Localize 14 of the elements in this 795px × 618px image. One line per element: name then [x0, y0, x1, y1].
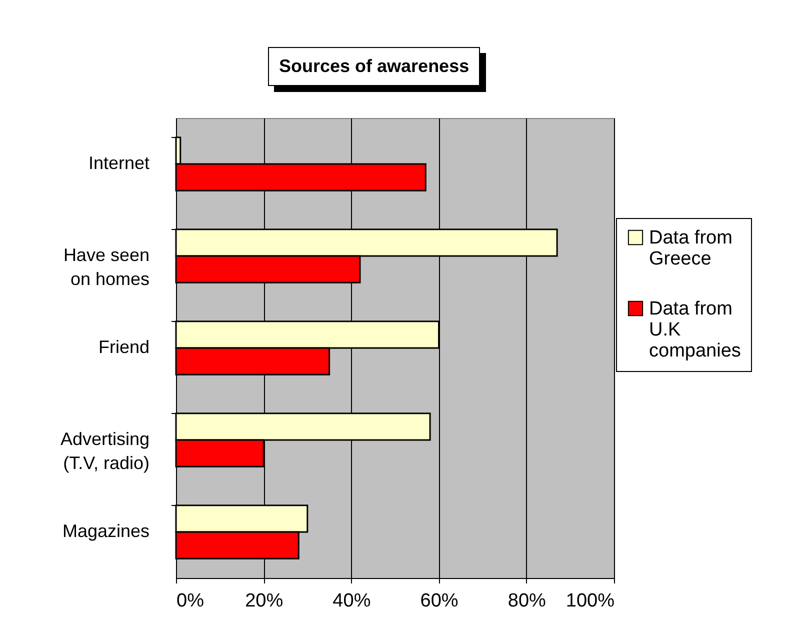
x-tick-label: 60%: [420, 590, 458, 612]
x-tick-label: 100%: [566, 590, 615, 612]
y-tick-label: Advertising (T.V, radio): [60, 429, 150, 473]
x-tick-label: 0%: [176, 590, 204, 612]
x-tick-label: 80%: [508, 590, 546, 612]
y-tick-label: Have seen on homes: [63, 245, 150, 289]
chart-title: Sources of awareness: [268, 47, 480, 86]
y-tick-label: Magazines: [62, 521, 150, 541]
y-tick-label: Internet: [88, 153, 150, 173]
legend-label: Data from Greece: [649, 228, 732, 270]
y-tick-label: Friend: [98, 337, 150, 357]
x-tick-label: 40%: [332, 590, 371, 612]
legend-label: Data from U.K companies: [649, 298, 741, 362]
x-tick-label: 20%: [245, 590, 284, 612]
